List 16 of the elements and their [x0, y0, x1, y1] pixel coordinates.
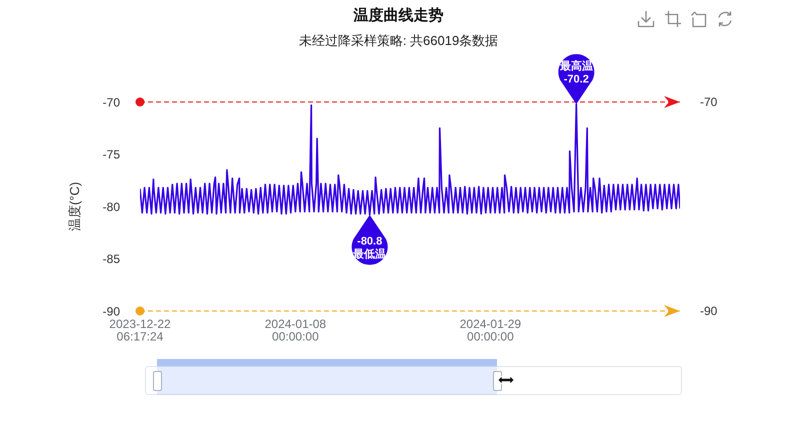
x-tick-label: 2024-01-08 00:00:00	[264, 317, 326, 344]
ref-line-label: -90	[700, 304, 718, 318]
y-tick-label: -90	[102, 304, 120, 318]
x-tick-label: 2024-01-29 00:00:00	[460, 317, 522, 344]
annotation: 最高温 -70.2	[558, 60, 593, 86]
y-tick-label: -70	[102, 95, 120, 110]
line-series	[140, 103, 680, 216]
annotation: -80.8 最低温	[352, 235, 386, 260]
y-tick-label: -85	[102, 252, 120, 266]
y-tick-label: -80	[102, 200, 120, 214]
chart-subtitle: 未经过降采样策略: 共66019条数据	[298, 32, 500, 50]
x-tick-label: 2023-12-22 06:17:24	[109, 317, 172, 344]
y-tick-label: -75	[102, 148, 120, 162]
ref-line-label: -70	[700, 95, 718, 109]
chart-title: 温度曲线走势	[352, 6, 444, 26]
y-axis-title: 温度(°C)	[66, 182, 82, 232]
